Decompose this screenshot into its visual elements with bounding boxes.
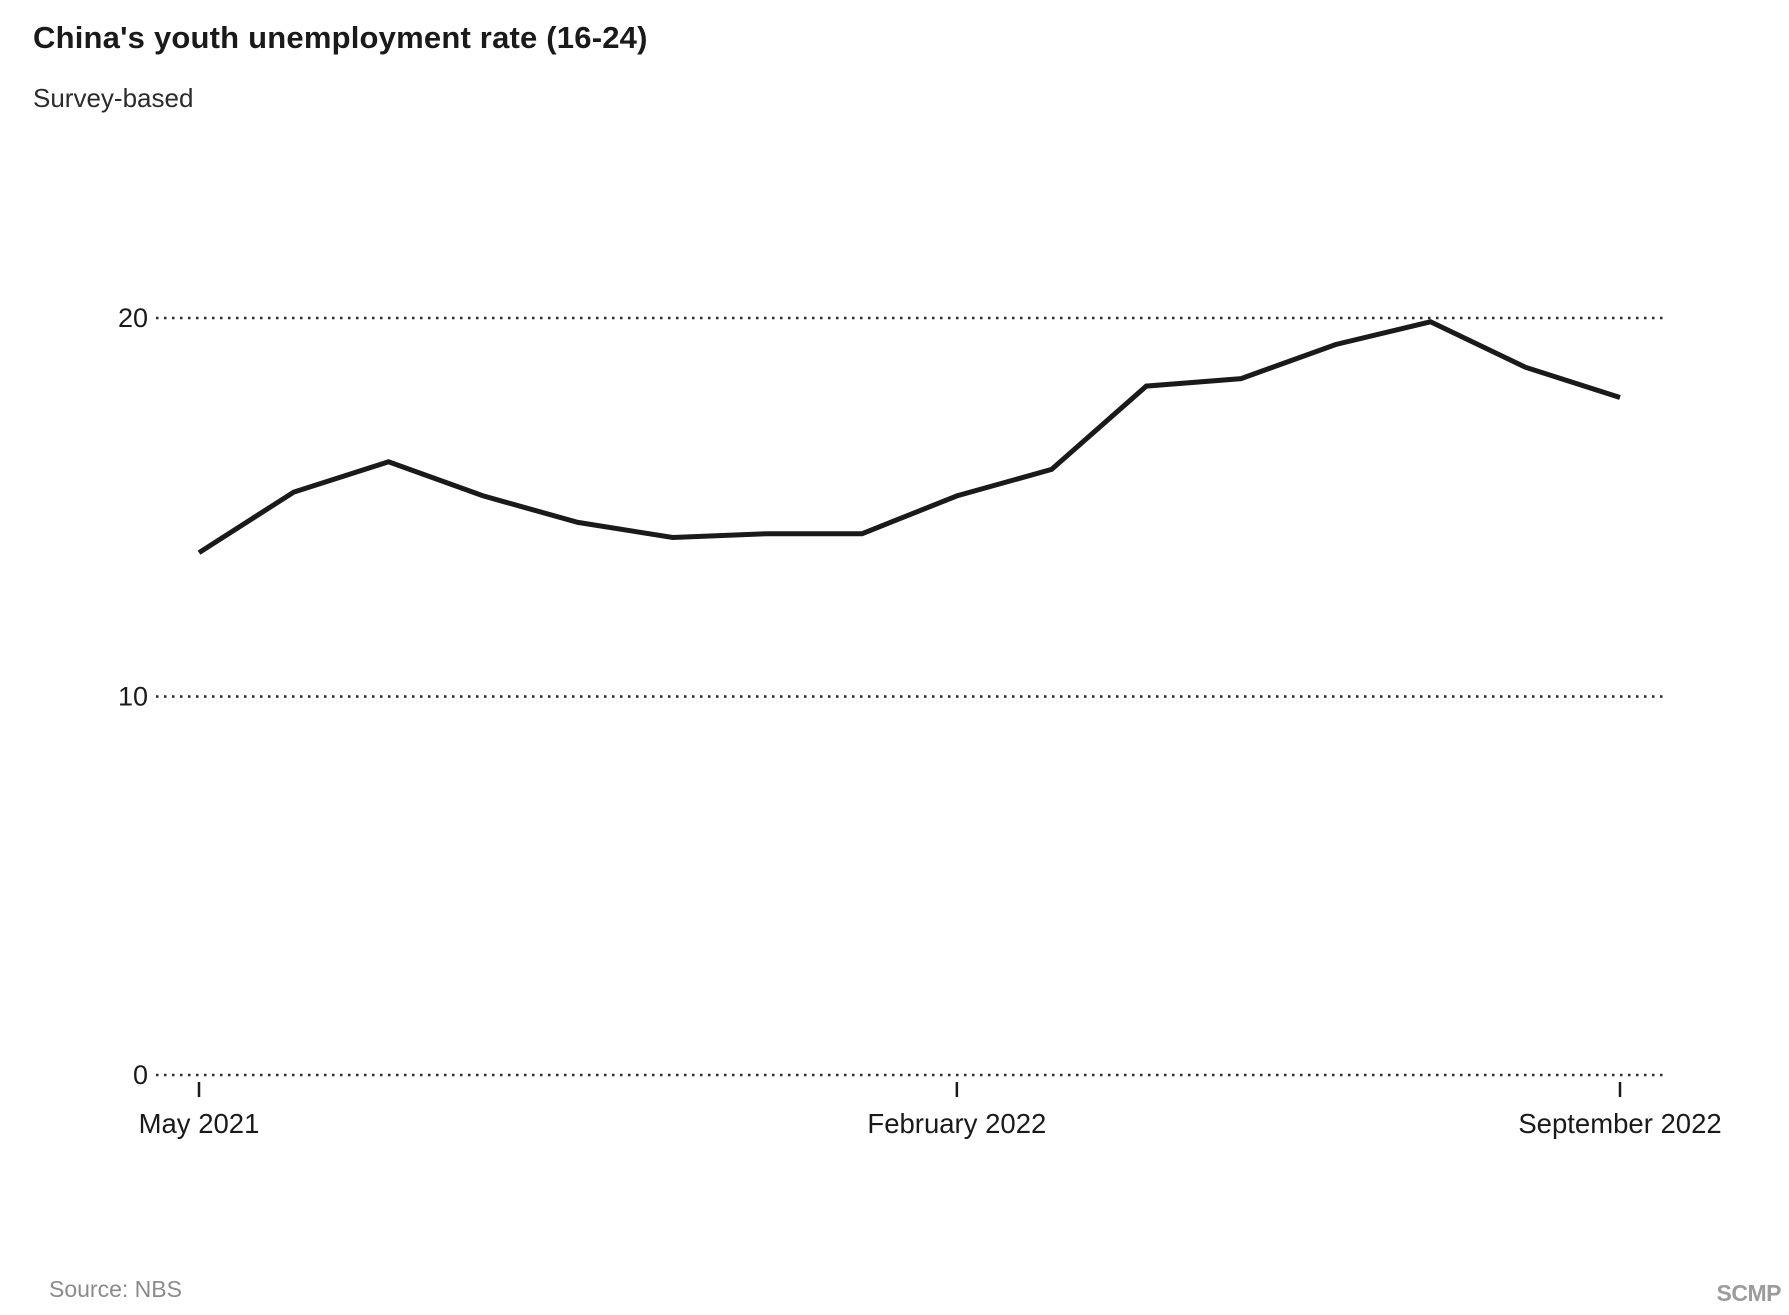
- x-axis-label: September 2022: [1518, 1108, 1721, 1139]
- y-axis-label: 0: [133, 1060, 148, 1090]
- data-line: [197, 319, 1621, 555]
- x-axis-label: May 2021: [139, 1108, 260, 1139]
- scmp-logo: SCMP: [1716, 1280, 1782, 1306]
- y-axis-label: 20: [118, 303, 148, 333]
- chart-subtitle: Survey-based: [33, 83, 194, 113]
- chart-title: China's youth unemployment rate (16-24): [33, 20, 648, 55]
- x-axis-label: February 2022: [867, 1108, 1046, 1139]
- y-axis-label: 10: [118, 682, 148, 712]
- source-note: Source: NBS: [49, 1276, 182, 1302]
